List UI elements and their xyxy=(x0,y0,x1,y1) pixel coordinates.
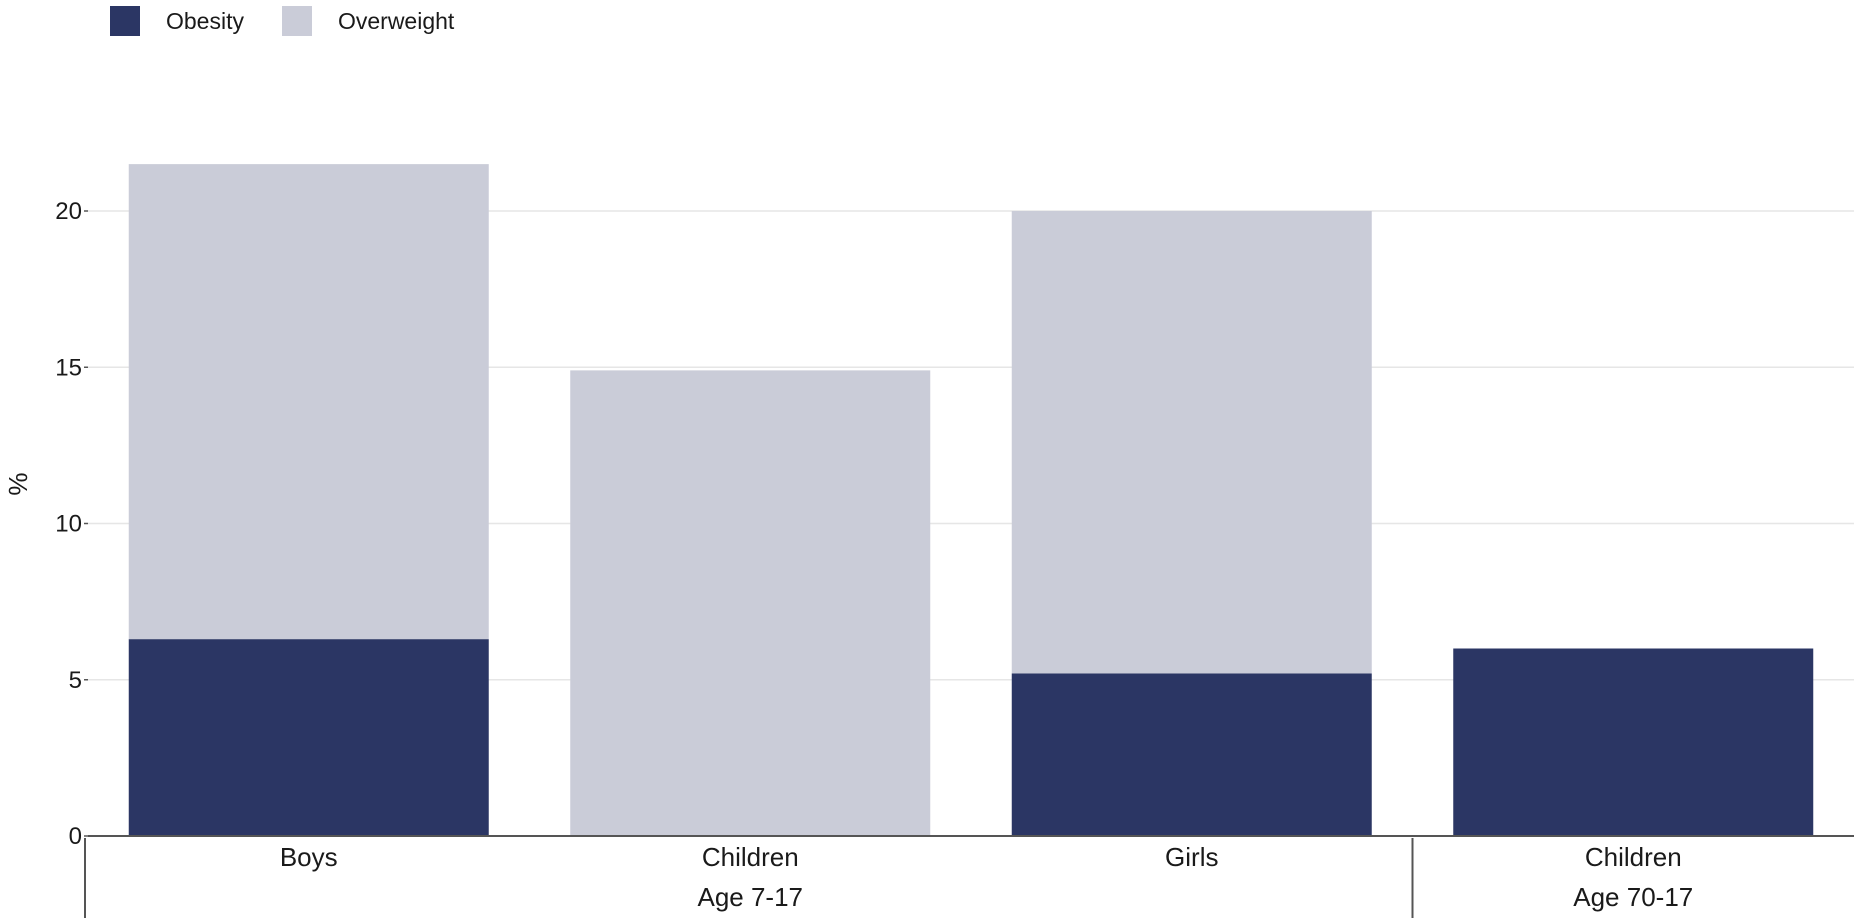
obesity-swatch xyxy=(110,6,140,36)
y-tick-label-0: 0 xyxy=(69,823,82,850)
bar-overweight-1 xyxy=(570,370,931,836)
y-axis-ticks: 0 5 10 15 20 xyxy=(55,198,88,850)
bar-obesity-0 xyxy=(128,639,489,836)
y-tick-label-15: 15 xyxy=(55,354,82,381)
y-tick-label-10: 10 xyxy=(55,511,82,538)
legend-item-obesity[interactable]: Obesity xyxy=(110,6,244,36)
x-group-label-0: Age 7-17 xyxy=(697,882,803,912)
x-axis: Boys Children Girls Children Age 7-17 Age 70-… xyxy=(84,835,1854,918)
bar-obesity-3 xyxy=(1453,648,1814,836)
bar-overweight-2 xyxy=(1011,211,1372,674)
legend-item-overweight[interactable]: Overweight xyxy=(281,6,455,36)
bar-obesity-2 xyxy=(1011,673,1372,836)
legend-label-obesity: Obesity xyxy=(166,7,244,34)
bar-overweight-0 xyxy=(128,164,489,640)
legend-label-overweight: Overweight xyxy=(337,7,455,34)
y-tick-label-5: 5 xyxy=(69,667,82,694)
y-tick-label-20: 20 xyxy=(55,198,82,225)
x-category-label-3: Children xyxy=(1585,842,1682,872)
x-group-label-1: Age 70-17 xyxy=(1573,882,1693,912)
y-axis-title: % xyxy=(3,472,33,495)
x-category-label-0: Boys xyxy=(280,842,338,872)
x-category-label-1: Children xyxy=(702,842,799,872)
legend: Obesity Overweight xyxy=(110,6,492,36)
bars xyxy=(128,164,1814,836)
overweight-swatch xyxy=(281,6,312,36)
x-category-label-2: Girls xyxy=(1165,842,1218,872)
